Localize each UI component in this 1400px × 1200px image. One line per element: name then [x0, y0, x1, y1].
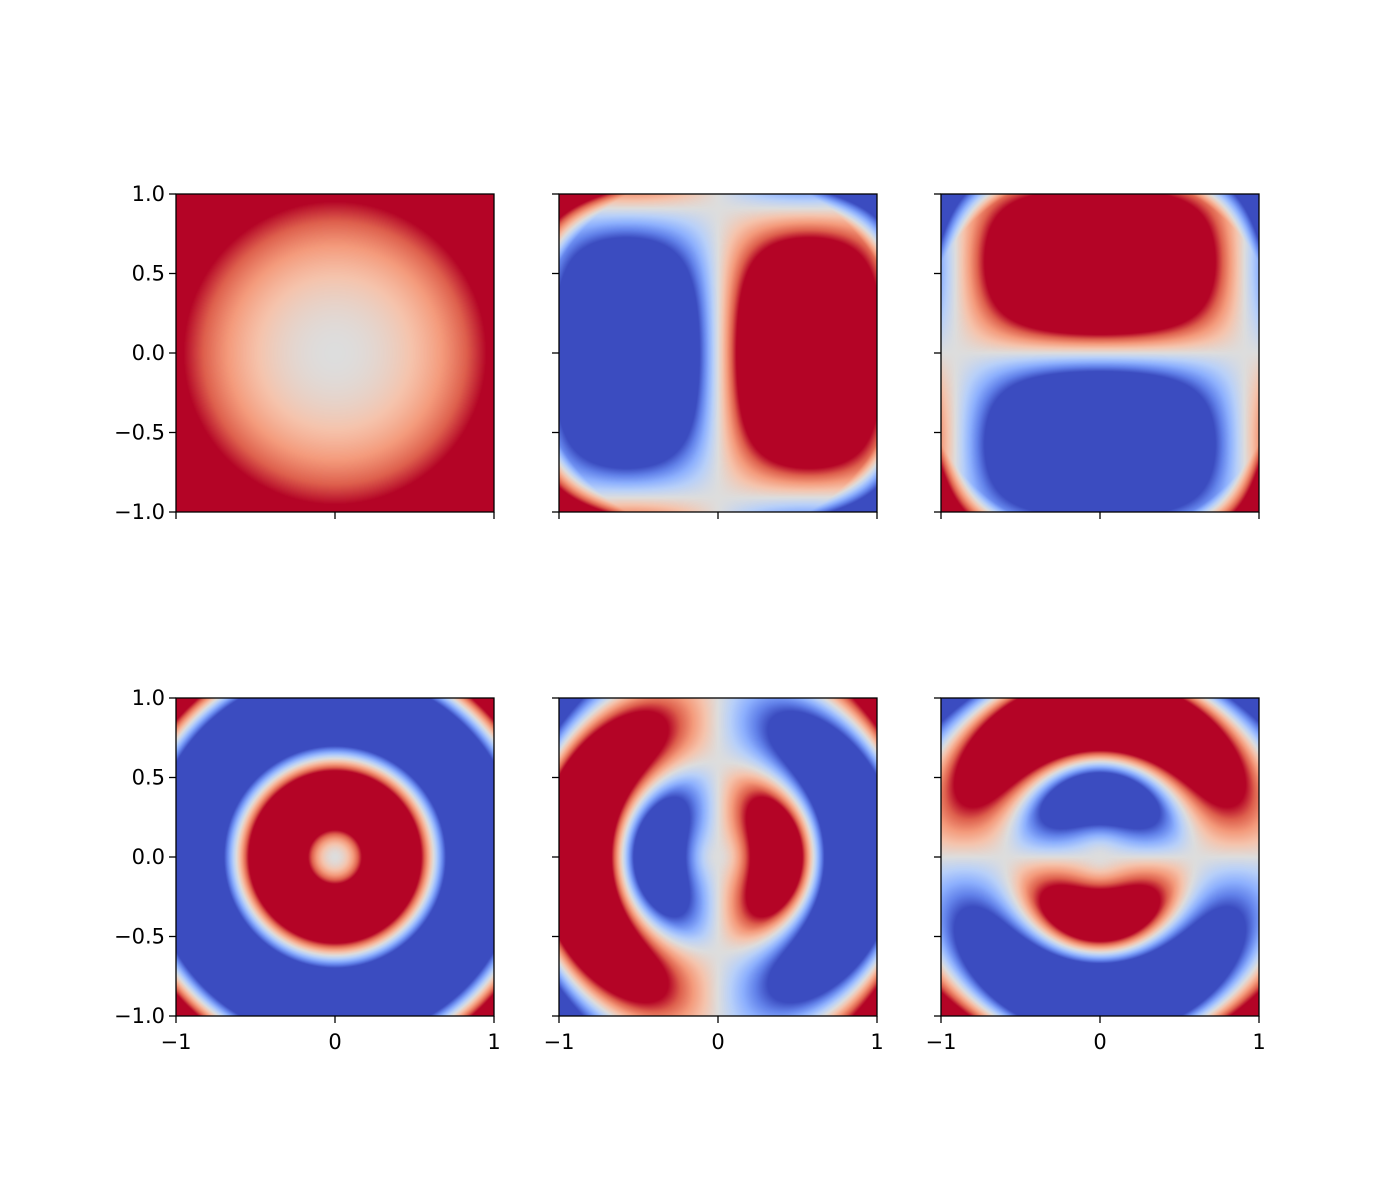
y-tick-label: 1.0	[132, 182, 165, 206]
heatmap-panel-3	[941, 194, 1259, 512]
y-tick-label: 0.5	[132, 766, 165, 790]
heatmap-panel-6	[941, 698, 1259, 1016]
y-tick-label: −0.5	[114, 925, 165, 949]
y-tick-label: 0.5	[132, 262, 165, 286]
y-tick-label: 0.0	[132, 845, 165, 869]
x-tick-label: 1	[870, 1030, 883, 1054]
axes-frame-6	[940, 697, 1260, 1017]
x-tick-label: 1	[1252, 1030, 1265, 1054]
x-tick-label: 0	[1093, 1030, 1106, 1054]
axes-frame-1	[175, 193, 495, 513]
y-tick-label: 0.0	[132, 341, 165, 365]
x-tick-label: −1	[544, 1030, 575, 1054]
axes-frame-3	[940, 193, 1260, 513]
x-tick-label: 0	[711, 1030, 724, 1054]
axes-frame-2	[558, 193, 878, 513]
y-tick-label: 1.0	[132, 686, 165, 710]
heatmap-panel-5	[559, 698, 877, 1016]
heatmap-panel-4	[176, 698, 494, 1016]
y-tick-label: −1.0	[114, 1004, 165, 1028]
x-tick-label: 0	[328, 1030, 341, 1054]
x-tick-label: −1	[161, 1030, 192, 1054]
y-tick-label: −0.5	[114, 421, 165, 445]
heatmap-panel-1	[176, 194, 494, 512]
axes-frame-4	[175, 697, 495, 1017]
x-tick-label: 1	[487, 1030, 500, 1054]
x-tick-label: −1	[926, 1030, 957, 1054]
heatmap-panel-2	[559, 194, 877, 512]
y-tick-label: −1.0	[114, 500, 165, 524]
axes-frame-5	[558, 697, 878, 1017]
